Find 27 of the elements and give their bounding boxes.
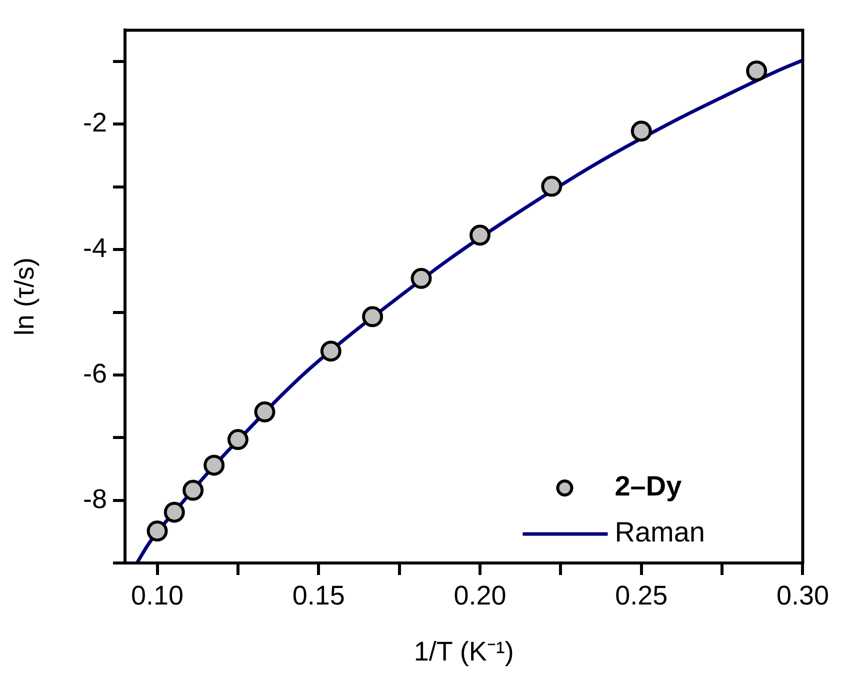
- legend-label: 2–Dy: [614, 470, 682, 502]
- point: [746, 60, 768, 82]
- x-tick-label: 0.15: [292, 580, 345, 611]
- point: [164, 502, 185, 523]
- line-series: [135, 58, 803, 563]
- legend-label: Raman: [614, 516, 705, 548]
- x-tick-label: 0.10: [130, 580, 184, 611]
- point: [470, 224, 490, 246]
- x-tick-label: 0.25: [615, 580, 668, 611]
- point: [254, 401, 276, 422]
- point: [320, 340, 342, 362]
- x-tick-label: 0.20: [454, 580, 506, 611]
- x-axis-title: 1/T (K⁻¹): [414, 636, 514, 666]
- point: [541, 176, 562, 197]
- point: [410, 268, 432, 289]
- y-tick-label: -8: [82, 484, 107, 514]
- point: [182, 480, 204, 501]
- y-tick-label: -6: [82, 358, 107, 388]
- point: [227, 429, 248, 450]
- point: [204, 454, 225, 476]
- x-tick-label: 0.30: [776, 580, 830, 611]
- y-tick-label: -4: [82, 233, 107, 264]
- y-axis-title: ln (τ/s): [10, 258, 40, 336]
- point: [362, 306, 384, 328]
- point: [630, 120, 652, 142]
- point: [146, 520, 168, 542]
- y-tick-label: -2: [82, 108, 107, 138]
